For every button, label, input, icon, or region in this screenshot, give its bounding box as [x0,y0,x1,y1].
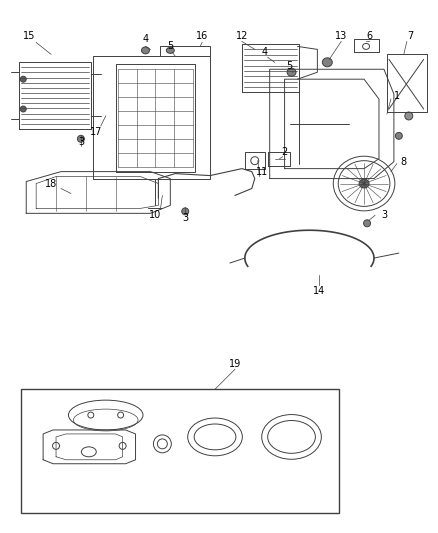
Text: 11: 11 [256,167,268,176]
Text: 6: 6 [366,31,372,42]
Ellipse shape [396,132,403,139]
Text: 5: 5 [167,42,173,51]
Ellipse shape [78,135,85,142]
Ellipse shape [405,112,413,120]
Ellipse shape [364,220,371,227]
Text: 15: 15 [23,31,35,42]
Text: 13: 13 [335,31,347,42]
Text: 7: 7 [408,31,414,42]
Text: 3: 3 [182,213,188,223]
Bar [21,389,339,513]
Ellipse shape [359,179,369,188]
Ellipse shape [141,47,149,54]
Text: 4: 4 [142,35,148,44]
Text: 3: 3 [78,137,84,147]
Ellipse shape [20,106,26,112]
Text: 18: 18 [45,179,57,189]
Text: 16: 16 [196,31,208,42]
Ellipse shape [20,76,26,82]
Text: 19: 19 [229,359,241,369]
Text: 12: 12 [236,31,248,42]
Text: 8: 8 [401,157,407,167]
Text: 3: 3 [381,211,387,220]
Ellipse shape [322,58,332,67]
Text: 2: 2 [282,147,288,157]
Ellipse shape [287,68,296,76]
Text: 1: 1 [394,91,400,101]
Text: 17: 17 [90,127,102,137]
Text: 4: 4 [261,47,268,58]
Text: 10: 10 [149,211,162,220]
Text: 5: 5 [286,61,293,71]
Ellipse shape [166,47,174,53]
Ellipse shape [182,208,189,215]
Text: 14: 14 [313,286,325,296]
